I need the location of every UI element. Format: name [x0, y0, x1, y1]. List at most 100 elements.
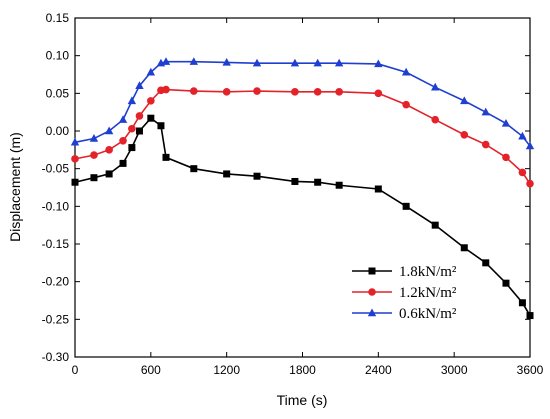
data-point — [518, 168, 527, 177]
data-point — [223, 170, 231, 178]
x-tick-label: 3000 — [441, 363, 468, 377]
data-point — [135, 127, 143, 135]
data-point — [402, 100, 410, 109]
x-axis-label: Time (s) — [277, 392, 328, 408]
data-point — [70, 137, 80, 146]
y-tick-label: -0.05 — [42, 162, 70, 176]
data-point — [118, 115, 128, 123]
data-point — [135, 81, 144, 89]
data-point — [162, 85, 170, 94]
data-point — [89, 134, 99, 142]
legend-item: 1.2kN/m² — [352, 285, 457, 301]
y-tick-label: -0.15 — [42, 237, 70, 251]
x-tick-label: 0 — [72, 363, 79, 377]
data-point — [147, 97, 155, 105]
y-tick-label: -0.20 — [42, 275, 70, 289]
legend-marker — [367, 308, 377, 317]
data-point — [146, 67, 156, 76]
y-tick-label: -0.10 — [42, 199, 70, 213]
legend-item: 0.6kN/m² — [352, 306, 457, 322]
data-point — [222, 57, 231, 66]
data-point — [313, 88, 322, 96]
y-tick-label: 0.00 — [46, 124, 70, 138]
data-point — [374, 89, 383, 98]
data-point — [314, 178, 322, 186]
data-point — [105, 146, 113, 154]
data-point — [401, 67, 411, 76]
data-point — [460, 96, 469, 105]
data-point — [119, 136, 127, 145]
data-point — [71, 155, 79, 163]
data-point — [90, 151, 98, 159]
y-tick-label: 0.05 — [46, 86, 70, 100]
y-axis-label: Displacement (m) — [7, 132, 23, 242]
data-point — [518, 131, 527, 140]
legend: 1.8kN/m² 1.2kN/m² 0.6kN/m² — [352, 264, 457, 322]
data-point — [402, 202, 410, 210]
data-point — [313, 58, 322, 67]
data-point — [127, 96, 137, 105]
data-point — [502, 279, 510, 287]
data-point — [431, 221, 439, 229]
series-2 — [71, 85, 534, 188]
data-point — [71, 178, 79, 186]
data-point — [104, 126, 114, 135]
data-point — [128, 124, 136, 133]
data-point — [162, 153, 170, 161]
x-axis: 0 600 1200 1800 2400 3000 3600 — [72, 18, 544, 377]
data-point — [481, 140, 490, 149]
data-point — [135, 112, 144, 120]
legend-marker — [368, 267, 376, 275]
data-point — [90, 174, 98, 182]
y-axis: -0.30 -0.25 -0.20 -0.15 -0.10 -0.05 0.00 0.05 0.… — [42, 11, 530, 364]
data-point — [291, 177, 299, 185]
data-point — [105, 170, 113, 178]
legend-label: 1.8kN/m² — [399, 264, 457, 280]
legend-label: 0.6kN/m² — [399, 306, 457, 322]
series-line — [74, 117, 531, 316]
data-point — [501, 118, 511, 127]
data-point — [460, 130, 469, 139]
y-tick-label: -0.25 — [42, 312, 70, 326]
x-tick-label: 1200 — [213, 363, 240, 377]
data-point — [190, 165, 198, 173]
data-point — [253, 172, 261, 180]
data-point — [334, 58, 344, 67]
data-point — [335, 181, 343, 189]
y-tick-label: 0.15 — [46, 11, 70, 25]
data-point — [290, 58, 300, 67]
series-layer — [70, 57, 535, 320]
data-point — [222, 88, 231, 96]
data-point — [157, 122, 165, 130]
data-point — [291, 88, 299, 96]
legend-label: 1.2kN/m² — [399, 285, 457, 301]
data-point — [526, 179, 534, 188]
data-point — [374, 185, 382, 193]
data-point — [128, 144, 136, 152]
data-point — [374, 59, 383, 68]
x-tick-label: 1800 — [289, 363, 316, 377]
y-tick-label: 0.10 — [46, 49, 70, 63]
data-point — [119, 159, 127, 167]
x-tick-label: 600 — [141, 363, 161, 377]
data-point — [431, 82, 440, 91]
data-point — [189, 57, 199, 65]
data-point — [252, 58, 262, 67]
legend-marker — [368, 288, 376, 296]
data-point — [335, 88, 343, 96]
data-point — [526, 312, 534, 320]
data-point — [518, 299, 526, 307]
series-1 — [71, 114, 534, 320]
data-point — [481, 107, 490, 116]
y-tick-label: -0.30 — [42, 350, 70, 364]
data-point — [161, 57, 171, 65]
x-tick-label: 3600 — [517, 363, 544, 377]
data-point — [253, 87, 261, 95]
data-point — [190, 87, 198, 95]
series-3 — [70, 57, 535, 150]
data-point — [482, 259, 490, 267]
data-point — [431, 115, 440, 124]
data-point — [460, 244, 468, 252]
data-point — [502, 153, 510, 162]
